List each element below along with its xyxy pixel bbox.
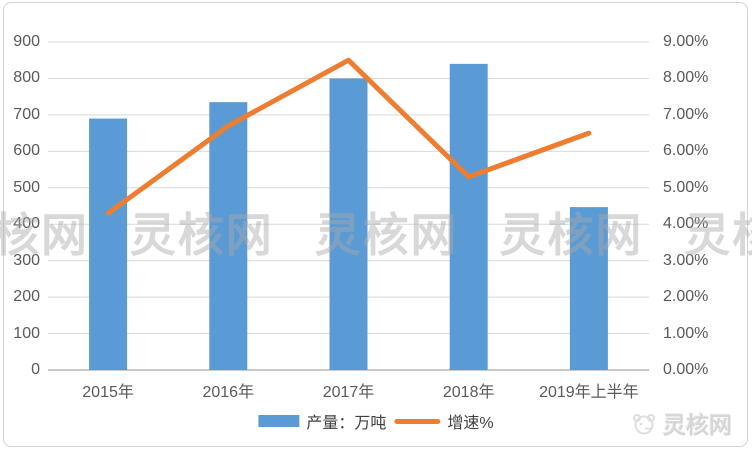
logo-text: 灵核网 <box>663 412 732 438</box>
line-series-swatch <box>394 418 441 424</box>
y-axis-right-tick-4.00%: 4.00% <box>663 215 709 233</box>
x-axis-category-2018年: 2018年 <box>442 384 495 401</box>
bar-series-label: 产量：万吨 <box>306 415 387 432</box>
x-axis-category-2017年: 2017年 <box>322 384 375 401</box>
bar-series-swatch <box>258 415 300 427</box>
y-axis-right-tick-9.00%: 9.00% <box>663 33 709 50</box>
legend-item-production: 产量：万吨 <box>258 409 386 433</box>
y-axis-left-tick-600: 600 <box>13 142 40 160</box>
y-axis-left-tick-500: 500 <box>13 178 40 196</box>
y-axis-left-tick-900: 900 <box>13 33 40 50</box>
logo-mascot-icon <box>633 413 655 434</box>
y-axis-right-tick-7.00%: 7.00% <box>663 105 709 123</box>
y-axis-left-tick-0: 0 <box>31 361 40 378</box>
x-axis-category-2015年: 2015年 <box>82 384 134 401</box>
bar-2018年 <box>449 63 488 370</box>
y-axis-right-tick-1.00%: 1.00% <box>663 324 709 342</box>
bar-2017年 <box>329 78 368 370</box>
bar-2019年上半年 <box>569 207 608 370</box>
legend-item-growth: 增速% <box>394 409 494 433</box>
y-axis-left-tick-100: 100 <box>13 324 40 342</box>
y-axis-right-tick-3.00%: 3.00% <box>663 251 709 269</box>
chart-legend: 产量：万吨 增速% <box>258 409 494 433</box>
y-axis-left-tick-200: 200 <box>13 288 40 306</box>
y-axis-left-tick-700: 700 <box>13 105 40 123</box>
y-axis-right-tick-5.00%: 5.00% <box>663 178 709 196</box>
y-axis-left-tick-800: 800 <box>13 69 40 87</box>
x-axis-category-2019年上半年: 2019年上半年 <box>539 384 639 401</box>
bar-2016年 <box>209 102 248 370</box>
bar-2015年 <box>89 118 128 371</box>
line-series-label: 增速% <box>447 415 494 432</box>
y-axis-left-tick-300: 300 <box>13 251 40 269</box>
y-axis-right-tick-2.00%: 2.00% <box>663 288 709 306</box>
y-axis-right-tick-6.00%: 6.00% <box>663 142 709 160</box>
x-axis-category-2016年: 2016年 <box>202 384 255 401</box>
y-axis-right-tick-8.00%: 8.00% <box>663 69 709 87</box>
y-axis-right-tick-0.00%: 0.00% <box>663 361 709 378</box>
growth-rate-line <box>105 57 592 216</box>
y-axis-left-tick-400: 400 <box>13 215 40 233</box>
site-logo: 灵核网 <box>630 406 732 440</box>
